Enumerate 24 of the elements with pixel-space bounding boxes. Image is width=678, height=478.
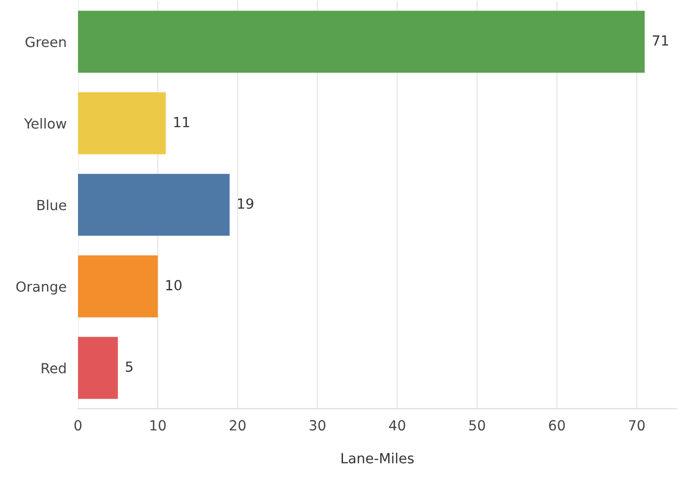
bar <box>78 336 118 399</box>
x-tick-label: 20 <box>230 420 246 431</box>
x-tick-label: 70 <box>629 420 645 431</box>
data-label: 71 <box>652 35 668 46</box>
x-tick-label: 0 <box>74 420 82 431</box>
bar <box>78 92 166 154</box>
bar <box>78 255 158 318</box>
x-tick-label: 10 <box>150 420 166 431</box>
y-tick-label: Yellow <box>24 118 66 129</box>
x-axis-title: Lane-Miles <box>342 452 414 464</box>
y-tick-label: Red <box>42 362 66 374</box>
x-tick-label: 30 <box>310 420 326 431</box>
x-tick-label: 50 <box>469 420 485 431</box>
data-label: 11 <box>174 116 190 128</box>
y-tick-label: Orange <box>16 281 66 295</box>
data-label: 19 <box>238 198 254 209</box>
x-tick-label: 60 <box>549 420 565 431</box>
x-tick-label: 40 <box>389 420 406 431</box>
y-tick-label: Green <box>26 36 66 48</box>
bar <box>78 10 645 73</box>
y-tick-label: Blue <box>37 200 66 210</box>
bar <box>78 174 230 236</box>
data-label: 5 <box>126 362 132 372</box>
data-label: 10 <box>166 280 182 290</box>
